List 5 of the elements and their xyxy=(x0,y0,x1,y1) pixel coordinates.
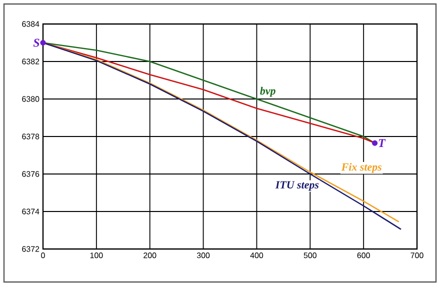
annotation: T xyxy=(378,139,386,147)
series-label: Fix steps xyxy=(341,163,382,173)
series-label: bvp xyxy=(260,86,276,97)
annotation: S xyxy=(33,38,40,47)
series-label: ITU steps xyxy=(275,181,319,191)
